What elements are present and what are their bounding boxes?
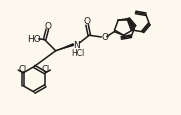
Text: HO: HO [27,34,41,43]
Text: O: O [83,17,90,26]
Text: O: O [101,32,108,41]
Polygon shape [56,44,74,51]
Text: Cl: Cl [41,65,49,73]
Text: HCl: HCl [72,49,85,58]
Text: N: N [73,41,80,50]
Text: O: O [44,22,51,31]
Text: Cl: Cl [18,64,26,73]
